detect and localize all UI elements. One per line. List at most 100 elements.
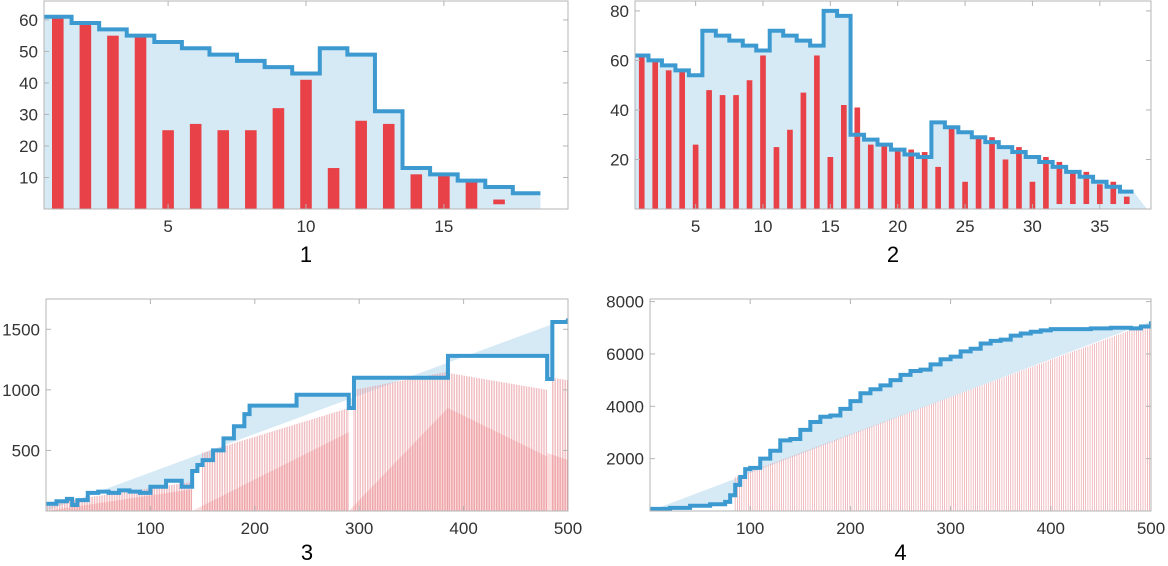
bar-group-4 bbox=[447, 372, 547, 511]
envelope-line bbox=[635, 8, 1134, 194]
y-tick-label: 20 bbox=[610, 150, 629, 169]
bar-16 bbox=[465, 180, 478, 209]
y-tick-label: 1000 bbox=[2, 381, 40, 400]
x-tick-label: 300 bbox=[345, 519, 373, 538]
bar-12 bbox=[787, 129, 793, 209]
x-tick-label: 400 bbox=[1037, 519, 1065, 538]
y-tick-label: 40 bbox=[19, 74, 38, 93]
bar-group-5 bbox=[551, 377, 568, 511]
bar-4 bbox=[134, 35, 147, 209]
bar-ramp-3 bbox=[348, 408, 448, 511]
x-tick-label: 400 bbox=[449, 519, 477, 538]
envelope-line bbox=[46, 318, 568, 507]
chart-panel-4: 100 200 300 400 500 2000 4000 6000 8000 4 bbox=[606, 293, 1165, 565]
x-tick-label: 500 bbox=[1137, 519, 1165, 538]
x-tick-label: 10 bbox=[754, 217, 773, 236]
bar-34 bbox=[1083, 171, 1090, 205]
bar-group-1 bbox=[734, 323, 1150, 511]
bar-12 bbox=[355, 120, 367, 209]
y-tick-label: 6000 bbox=[606, 345, 644, 364]
chart-panel-1: 5 10 15 10 20 30 40 50 60 1 bbox=[19, 0, 569, 267]
bar-14 bbox=[814, 55, 820, 209]
bar-11 bbox=[773, 147, 780, 209]
bar-1 bbox=[51, 16, 64, 209]
bar-25 bbox=[962, 181, 968, 209]
panel-caption: 4 bbox=[894, 540, 906, 565]
bar-ramp-4 bbox=[447, 408, 548, 511]
bar-23 bbox=[935, 166, 941, 209]
bar-15 bbox=[827, 157, 834, 209]
bar-37 bbox=[1123, 196, 1130, 205]
bar-36 bbox=[1110, 181, 1117, 205]
y-tick-label: 2000 bbox=[606, 450, 644, 469]
bar-6 bbox=[706, 90, 712, 209]
y-tick-label: 50 bbox=[19, 42, 38, 61]
envelope-area bbox=[46, 318, 568, 511]
x-tick-label: 5 bbox=[163, 217, 172, 236]
x-tick-label: 500 bbox=[554, 519, 582, 538]
panel-caption: 3 bbox=[301, 540, 313, 565]
bar-5 bbox=[162, 130, 174, 209]
bar-10 bbox=[300, 79, 312, 209]
bar-9 bbox=[272, 108, 285, 209]
envelope-line bbox=[650, 321, 1151, 511]
chart-panel-3: 100 200 300 400 500 500 1000 1500 3 bbox=[2, 298, 582, 565]
bar-5 bbox=[692, 144, 699, 209]
envelope-line bbox=[44, 14, 541, 196]
x-tick-label: 200 bbox=[241, 519, 269, 538]
bar-18 bbox=[867, 144, 874, 209]
bar-32 bbox=[1056, 161, 1063, 205]
bar-30 bbox=[1029, 181, 1036, 209]
bar-17 bbox=[854, 107, 861, 209]
x-tick-label: 100 bbox=[136, 519, 164, 538]
x-tick-label: 10 bbox=[297, 217, 316, 236]
y-tick-label: 8000 bbox=[606, 293, 644, 312]
y-tick-label: 40 bbox=[610, 101, 629, 120]
bar-group-3 bbox=[353, 371, 448, 511]
y-tick-label: 500 bbox=[12, 441, 40, 460]
envelope-area bbox=[650, 321, 1151, 511]
x-tick-label: 15 bbox=[434, 217, 453, 236]
bar-15 bbox=[438, 174, 450, 209]
x-tick-label: 20 bbox=[888, 217, 907, 236]
bar-ramp-2 bbox=[192, 432, 349, 511]
plot-frame bbox=[45, 298, 569, 512]
plot-frame bbox=[634, 0, 1152, 210]
y-tick-label: 4000 bbox=[606, 397, 644, 416]
bar-33 bbox=[1070, 171, 1076, 205]
bar-10 bbox=[760, 55, 766, 209]
bar-3 bbox=[665, 70, 672, 209]
bar-ramp-5 bbox=[547, 452, 568, 511]
bar-9 bbox=[746, 80, 753, 209]
x-tick-label: 100 bbox=[736, 519, 764, 538]
bar-35 bbox=[1096, 184, 1103, 205]
bar-16 bbox=[840, 105, 847, 209]
bar-29 bbox=[1016, 147, 1022, 209]
panel-caption: 2 bbox=[887, 242, 899, 267]
bar-13 bbox=[382, 123, 395, 209]
bar-2 bbox=[79, 23, 92, 209]
x-tick-label: 5 bbox=[691, 217, 700, 236]
y-tick-label: 1500 bbox=[2, 320, 40, 339]
x-tick-label: 300 bbox=[936, 519, 964, 538]
bar-17 bbox=[493, 199, 505, 205]
bar-4 bbox=[679, 70, 685, 209]
x-tick-label: 25 bbox=[956, 217, 975, 236]
y-tick-label: 60 bbox=[610, 51, 629, 70]
bar-3 bbox=[107, 35, 119, 209]
bar-13 bbox=[800, 92, 807, 209]
y-tick-label: 80 bbox=[610, 2, 629, 21]
panel-caption: 1 bbox=[300, 242, 312, 267]
bar-31 bbox=[1043, 157, 1049, 209]
bar-8 bbox=[733, 95, 739, 209]
bar-19 bbox=[881, 144, 888, 209]
bar-7 bbox=[217, 130, 230, 209]
bar-21 bbox=[908, 149, 915, 209]
bar-ramp-1 bbox=[46, 489, 193, 511]
y-tick-label: 20 bbox=[19, 137, 38, 156]
x-tick-label: 200 bbox=[836, 519, 864, 538]
plot-frame bbox=[649, 298, 1152, 512]
bar-group-1 bbox=[46, 482, 192, 511]
x-tick-label: 15 bbox=[821, 217, 840, 236]
bar-20 bbox=[894, 149, 901, 209]
